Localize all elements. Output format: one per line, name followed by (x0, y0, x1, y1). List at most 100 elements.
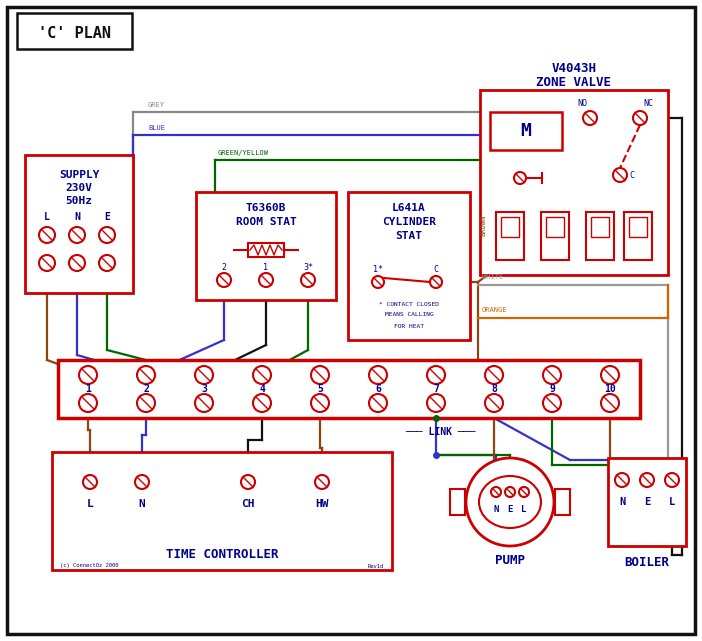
Text: N: N (494, 506, 498, 515)
Text: V4043H: V4043H (552, 62, 597, 74)
Text: (c) ConnectOz 2000: (c) ConnectOz 2000 (60, 563, 119, 569)
Bar (555, 489, 570, 515)
Circle shape (505, 487, 515, 497)
Text: M: M (521, 122, 531, 140)
Bar (348, 192, 470, 340)
Circle shape (369, 366, 387, 384)
Text: 1*: 1* (373, 265, 383, 274)
Bar (591, 217, 609, 237)
Text: 2: 2 (222, 263, 227, 272)
Circle shape (633, 111, 647, 125)
Circle shape (491, 487, 501, 497)
Text: * CONTACT CLOSED: * CONTACT CLOSED (379, 301, 439, 306)
Circle shape (311, 394, 329, 412)
Bar (58, 360, 640, 418)
Circle shape (543, 394, 561, 412)
Text: CYLINDER: CYLINDER (382, 217, 436, 227)
Bar (196, 192, 336, 300)
Bar (629, 217, 647, 237)
Text: STAT: STAT (395, 231, 423, 241)
Circle shape (217, 273, 231, 287)
Text: BOILER: BOILER (625, 556, 670, 569)
Bar (624, 212, 652, 260)
Text: ─── LINK ───: ─── LINK ─── (405, 427, 475, 437)
Circle shape (137, 366, 155, 384)
Text: 10: 10 (604, 384, 616, 394)
Text: L: L (86, 499, 93, 509)
Circle shape (241, 475, 255, 489)
Text: ZONE VALVE: ZONE VALVE (536, 76, 611, 88)
Text: BLUE: BLUE (148, 125, 165, 131)
Circle shape (301, 273, 315, 287)
Text: NC: NC (643, 99, 653, 108)
Bar (586, 212, 614, 260)
Text: L: L (44, 212, 50, 222)
Circle shape (430, 276, 442, 288)
Circle shape (99, 255, 115, 271)
Text: N: N (138, 499, 145, 509)
Circle shape (466, 458, 554, 546)
Text: L: L (522, 506, 526, 515)
Text: SUPPLY: SUPPLY (59, 170, 99, 180)
Circle shape (583, 111, 597, 125)
Ellipse shape (479, 476, 541, 528)
Circle shape (640, 473, 654, 487)
Text: L: L (669, 497, 675, 507)
Text: E: E (644, 497, 650, 507)
Circle shape (485, 394, 503, 412)
Text: 1: 1 (85, 384, 91, 394)
Text: C: C (630, 171, 635, 179)
Text: HW: HW (315, 499, 329, 509)
Circle shape (665, 473, 679, 487)
Circle shape (195, 394, 213, 412)
Text: 5: 5 (317, 384, 323, 394)
Text: C: C (434, 265, 439, 274)
Bar (52, 452, 392, 570)
Text: 7: 7 (433, 384, 439, 394)
Text: GREEN/YELLOW: GREEN/YELLOW (218, 150, 269, 156)
Circle shape (137, 394, 155, 412)
Circle shape (615, 473, 629, 487)
Text: 4: 4 (259, 384, 265, 394)
Text: NO: NO (577, 99, 587, 108)
Text: N: N (74, 212, 80, 222)
Circle shape (83, 475, 97, 489)
Circle shape (485, 366, 503, 384)
Bar (608, 458, 686, 546)
Text: 6: 6 (375, 384, 381, 394)
Text: ROOM STAT: ROOM STAT (236, 217, 296, 227)
Text: TIME CONTROLLER: TIME CONTROLLER (166, 549, 278, 562)
Text: 8: 8 (491, 384, 497, 394)
Circle shape (39, 255, 55, 271)
Bar (25, 155, 133, 293)
Bar (541, 212, 569, 260)
Circle shape (253, 394, 271, 412)
Circle shape (369, 394, 387, 412)
Text: 3: 3 (201, 384, 207, 394)
Text: E: E (104, 212, 110, 222)
Circle shape (69, 255, 85, 271)
Circle shape (613, 168, 627, 182)
Circle shape (79, 394, 97, 412)
Text: 'C' PLAN: 'C' PLAN (37, 26, 110, 40)
Circle shape (315, 475, 329, 489)
Bar (480, 90, 668, 275)
Text: E: E (508, 506, 512, 515)
Circle shape (39, 227, 55, 243)
Text: WHITE: WHITE (482, 274, 503, 280)
Text: L641A: L641A (392, 203, 426, 213)
Text: 1: 1 (263, 263, 268, 272)
Text: 50Hz: 50Hz (65, 196, 93, 206)
Text: Rev1d: Rev1d (368, 563, 384, 569)
Bar (450, 489, 465, 515)
Circle shape (601, 394, 619, 412)
Text: T6360B: T6360B (246, 203, 286, 213)
Text: MEANS CALLING: MEANS CALLING (385, 313, 433, 317)
Circle shape (427, 366, 445, 384)
Bar (17, 13, 132, 49)
Bar (501, 217, 519, 237)
Text: 9: 9 (549, 384, 555, 394)
Text: 3*: 3* (303, 263, 313, 272)
Text: ORANGE: ORANGE (482, 307, 508, 313)
Text: 230V: 230V (65, 183, 93, 193)
